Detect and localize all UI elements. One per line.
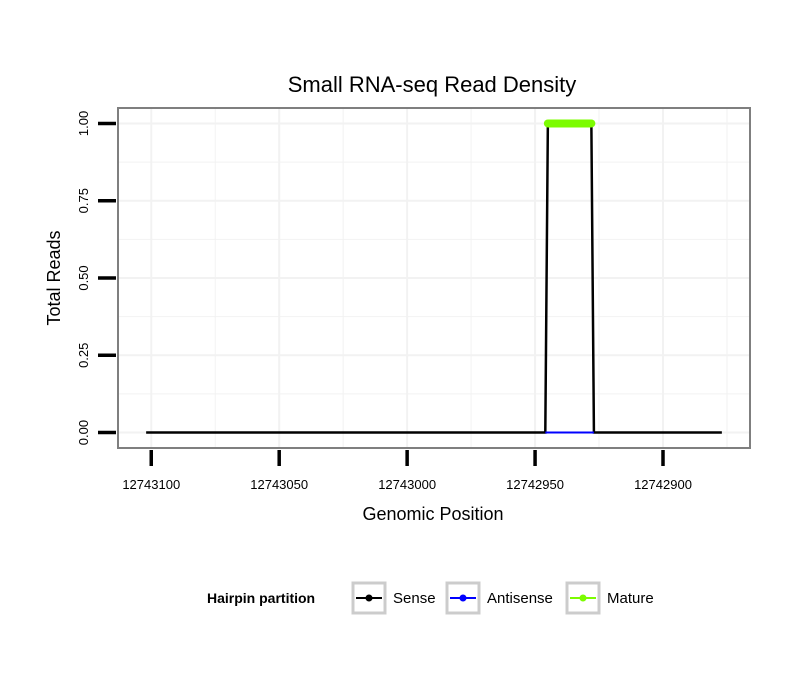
y-tick-label: 0.75 [76,188,91,213]
series-layer [146,119,722,434]
y-tick-label: 0.50 [76,265,91,290]
legend-label: Sense [393,590,436,607]
y-tick-label: 0.00 [76,420,91,445]
legend-label: Mature [607,590,654,607]
y-axis: 0.00 0.25 0.50 0.75 1.00 [76,111,116,445]
legend-key-point [365,594,373,602]
x-tick-label: 12742950 [506,477,564,492]
plot-frame [117,107,751,449]
legend-item-mature: Mature [565,581,654,615]
chart-title: Small RNA-seq Read Density [288,72,577,97]
legend-key-point [579,594,587,602]
legend-item-antisense: Antisense [445,581,553,615]
y-axis-title: Total Reads [44,230,64,325]
y-tick-label: 0.25 [76,343,91,368]
x-axis-title: Genomic Position [362,504,503,524]
x-tick-label: 12743100 [122,477,180,492]
x-tick-label: 12743000 [378,477,436,492]
x-axis: 12743100 12743050 12743000 12742950 12742900 [122,450,692,492]
grid [118,108,750,448]
y-tick-label: 1.00 [76,111,91,136]
legend-title: Hairpin partition [207,590,315,606]
legend-label: Antisense [487,590,553,607]
x-tick-label: 12743050 [250,477,308,492]
legend-items: Sense Antisense Mature [351,581,654,615]
legend-item-sense: Sense [351,581,436,615]
legend: Hairpin partition Sense Antisense Mature [207,581,654,615]
legend-key-point [459,594,467,602]
x-tick-label: 12742900 [634,477,692,492]
